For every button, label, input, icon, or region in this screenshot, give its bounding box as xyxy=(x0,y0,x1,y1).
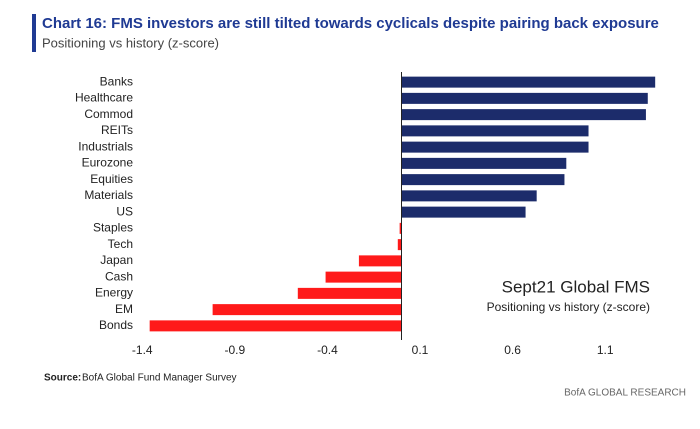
bar xyxy=(358,255,402,267)
bar xyxy=(399,222,402,234)
y-tick-label: Equities xyxy=(90,172,133,186)
x-tick-label: -0.9 xyxy=(225,343,246,357)
bar xyxy=(401,141,589,153)
y-tick-label: Tech xyxy=(108,237,133,251)
bar xyxy=(401,92,648,104)
bar xyxy=(401,174,565,186)
x-tick-label: -1.4 xyxy=(132,343,153,357)
bar xyxy=(297,287,402,299)
y-tick-label: Cash xyxy=(105,269,133,283)
chart-subtitle: Positioning vs history (z-score) xyxy=(42,35,219,50)
chart-title: Chart 16: FMS investors are still tilted… xyxy=(42,15,659,32)
x-tick-label: -0.4 xyxy=(317,343,338,357)
y-tick-label: Materials xyxy=(84,188,133,202)
source-label: Source: xyxy=(44,373,81,384)
footer: BofA GLOBAL RESEARCH xyxy=(564,388,686,399)
bar xyxy=(325,271,402,283)
x-tick-label: 1.1 xyxy=(597,343,614,357)
y-tick-label: Japan xyxy=(100,253,133,267)
bar xyxy=(401,76,656,88)
y-tick-label: US xyxy=(116,204,133,218)
bar xyxy=(401,109,646,121)
bar xyxy=(397,239,402,251)
y-tick-label: Healthcare xyxy=(75,91,133,105)
x-tick-label: 0.6 xyxy=(504,343,521,357)
y-tick-label: Commod xyxy=(84,107,133,121)
bar xyxy=(212,304,402,316)
y-tick-label: Banks xyxy=(100,74,133,88)
y-tick-label: Energy xyxy=(95,286,133,300)
y-tick-label: Staples xyxy=(93,221,133,235)
y-tick-label: Industrials xyxy=(78,139,133,153)
y-tick-label: Bonds xyxy=(99,318,133,332)
bar xyxy=(149,320,402,332)
bar xyxy=(401,157,567,169)
bar xyxy=(401,125,589,137)
annotation-title: Sept21 Global FMS xyxy=(502,277,650,296)
x-tick-label: 0.1 xyxy=(412,343,429,357)
y-tick-label: Eurozone xyxy=(82,156,134,170)
source: BofA Global Fund Manager Survey xyxy=(82,373,237,384)
y-tick-label: EM xyxy=(115,302,133,316)
y-tick-label: REITs xyxy=(101,123,133,137)
title-accent xyxy=(32,14,36,52)
bar xyxy=(401,206,526,218)
bar xyxy=(401,190,537,202)
annotation-subtitle: Positioning vs history (z-score) xyxy=(487,300,650,314)
